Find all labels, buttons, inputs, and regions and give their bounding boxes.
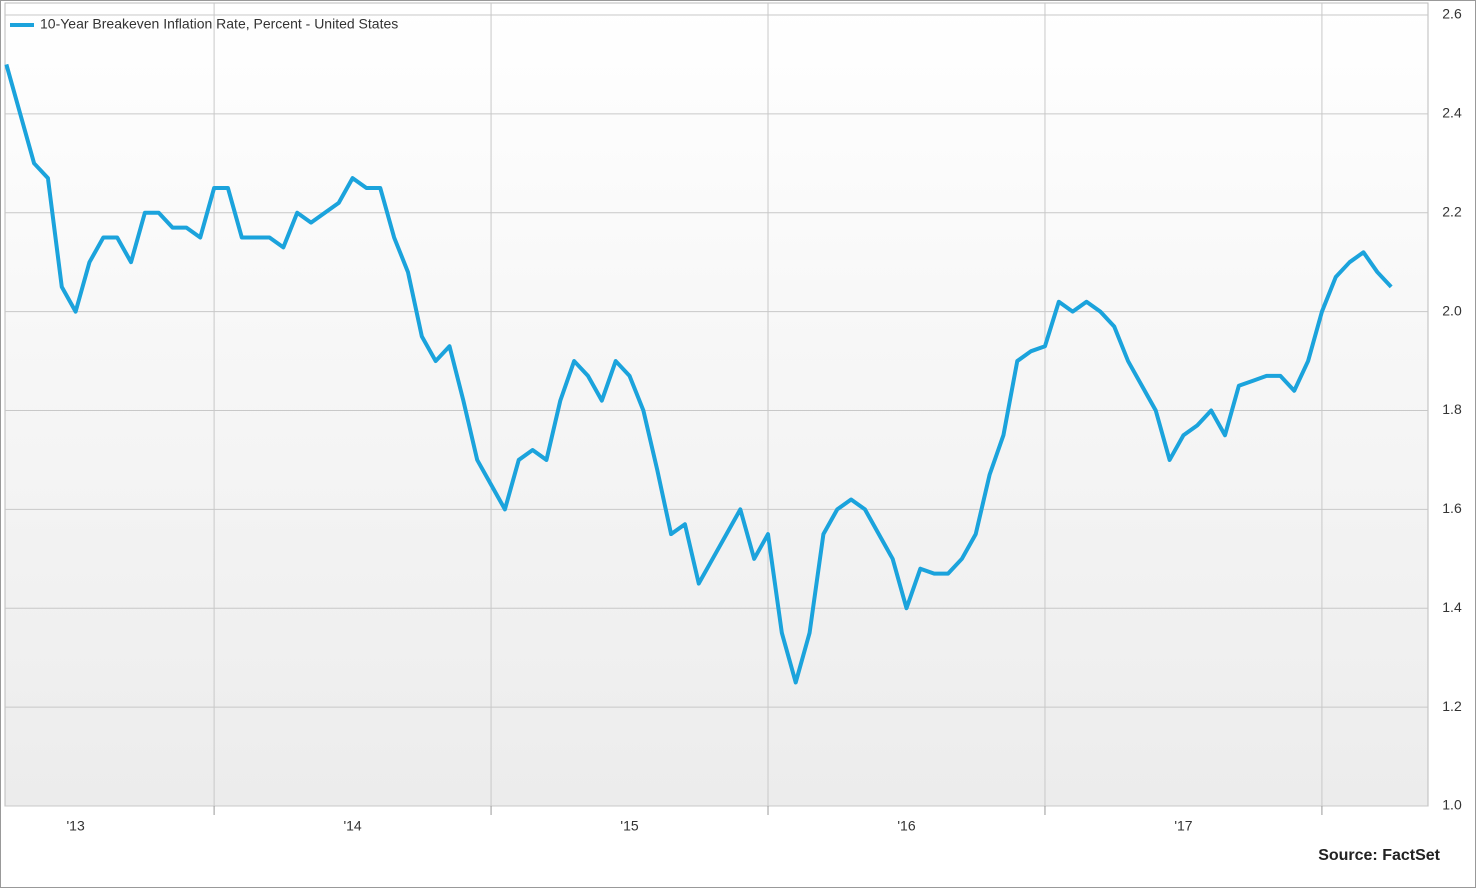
- x-tick-label: '13: [66, 818, 84, 834]
- y-tick-label: 2.0: [1442, 302, 1462, 318]
- x-tick-label: '15: [620, 818, 638, 834]
- y-tick-label: 1.6: [1442, 500, 1462, 516]
- y-tick-label: 2.2: [1442, 203, 1462, 219]
- x-tick-label: '14: [343, 818, 361, 834]
- plot-area: [4, 2, 1429, 807]
- source: Source: FactSet: [1318, 847, 1440, 864]
- legend-label: 10-Year Breakeven Inflation Rate, Percen…: [40, 16, 398, 32]
- y-tick-label: 1.2: [1442, 698, 1462, 714]
- x-tick-label: '17: [1174, 818, 1192, 834]
- data-line: [4, 63, 1393, 685]
- y-tick-label: 1.0: [1442, 797, 1462, 813]
- x-tick-label: '16: [897, 818, 915, 834]
- y-tick-label: 1.8: [1442, 401, 1462, 417]
- y-tick-label: 2.4: [1442, 105, 1462, 121]
- y-tick-label: 2.6: [1442, 6, 1462, 22]
- y-tick-label: 1.4: [1442, 599, 1462, 615]
